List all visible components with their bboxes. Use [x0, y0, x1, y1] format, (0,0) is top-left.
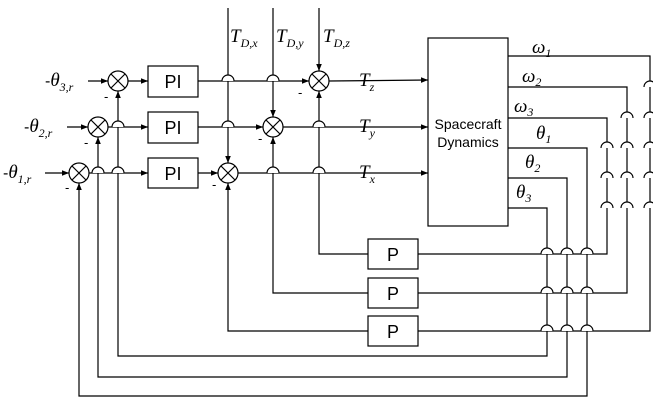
theta2-feedback-wire	[95, 137, 568, 378]
summing-junction-ty	[262, 116, 284, 138]
p-block-label: P	[387, 322, 399, 342]
summing-junction-ref1	[68, 162, 90, 184]
plant-label-line1: Spacecraft	[435, 116, 502, 132]
p-block-3: P	[367, 315, 419, 347]
minus-sign: -	[65, 180, 69, 195]
disturbance-tdx-label: TD,x	[230, 26, 258, 50]
p-block-label: P	[387, 284, 399, 304]
p3-out-wire	[316, 91, 368, 255]
p2-out-wire	[270, 137, 368, 294]
plant-label-line2: Dynamics	[437, 134, 498, 150]
disturbance-tdy-label: TD,y	[276, 26, 304, 50]
spacecraft-dynamics-block: Spacecraft Dynamics	[427, 37, 509, 227]
torque-ty-label: Ty	[359, 116, 376, 140]
minus-sign: -	[212, 177, 216, 192]
ref-theta1-label: -θ1,r	[3, 162, 32, 186]
p-block-2: P	[367, 277, 419, 309]
output-theta3-label: θ3	[516, 182, 531, 205]
minus-sign: -	[84, 135, 88, 150]
summing-junction-ref3	[107, 70, 129, 92]
ref-theta3-label: -θ3,r	[45, 70, 74, 94]
minus-sign: -	[258, 131, 262, 146]
minus-sign: -	[104, 89, 108, 104]
output-omega3-label: ω3	[514, 96, 533, 119]
omega1-feedback-wire	[418, 55, 651, 332]
pi-block-x: PI	[147, 157, 199, 189]
pi-block-label: PI	[164, 164, 181, 184]
p-block-label: P	[387, 245, 399, 265]
omega2-feedback-wire	[418, 86, 628, 294]
minus-signs: - - - - - -	[65, 85, 302, 195]
p1-out-wire	[225, 183, 368, 332]
output-theta2-label: θ2	[525, 152, 540, 175]
output-omega2-label: ω2	[522, 66, 541, 89]
summing-junction-ref2	[87, 116, 109, 138]
summing-junction-tx	[217, 162, 239, 184]
minus-sign: -	[298, 85, 302, 100]
ref-theta2-label: -θ2,r	[24, 116, 53, 140]
summing-junction-tz	[308, 70, 330, 92]
theta3-feedback-wire	[115, 91, 548, 357]
wire-crossing-hops	[91, 74, 653, 332]
omega3-feedback-wire	[418, 117, 608, 255]
torque-tz-label: Tz	[359, 70, 375, 94]
theta1-feedback-wire	[76, 147, 588, 397]
pi-block-y: PI	[147, 111, 199, 144]
pi-block-z: PI	[147, 65, 199, 98]
output-omega1-label: ω1	[532, 37, 551, 60]
pi-block-label: PI	[164, 118, 181, 138]
torque-tx-label: Tx	[359, 162, 376, 186]
p-block-1: P	[367, 238, 419, 270]
tz-wire	[328, 77, 429, 83]
pi-block-label: PI	[164, 72, 181, 92]
disturbance-tdz-label: TD,z	[323, 26, 350, 50]
output-theta1-label: θ1	[536, 123, 551, 146]
